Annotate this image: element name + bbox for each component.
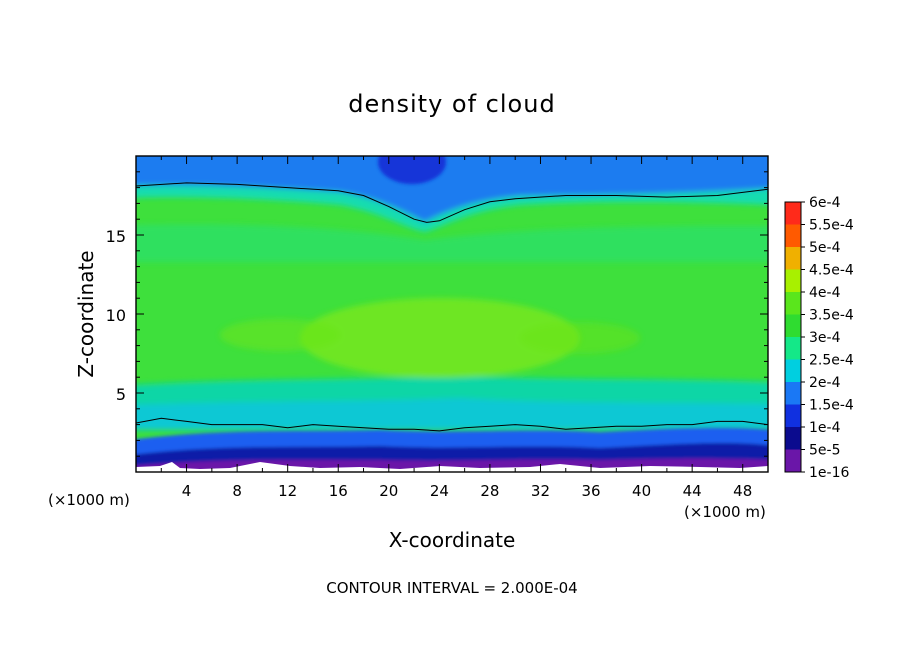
field-core-light xyxy=(300,298,580,378)
x-tick-label: 32 xyxy=(531,482,550,500)
colorbar-label: 6e-4 xyxy=(809,195,841,211)
x-tick-label: 40 xyxy=(632,482,651,500)
colorbar-label: 4.5e-4 xyxy=(809,263,854,279)
colorbar-label: 5e-4 xyxy=(809,240,841,256)
x-axis-title: X-coordinate xyxy=(389,528,516,552)
x-tick-label: 8 xyxy=(232,482,242,500)
x-tick-label: 36 xyxy=(581,482,600,500)
colorbar-swatch xyxy=(785,382,801,405)
x-tick-label: 48 xyxy=(733,482,752,500)
x-tick-label: 12 xyxy=(278,482,297,500)
colorbar-swatch xyxy=(785,337,801,360)
colorbar-swatch xyxy=(785,404,801,427)
field-core-left xyxy=(220,319,340,351)
colorbar-label: 3.5e-4 xyxy=(809,308,854,324)
x-unit-label-right: (×1000 m) xyxy=(684,503,766,521)
x-tick-label: 24 xyxy=(430,482,449,500)
contour-interval-note: CONTOUR INTERVAL = 2.000E-04 xyxy=(326,579,577,597)
field-bottom-gaps xyxy=(136,462,768,472)
x-tick-label: 44 xyxy=(683,482,702,500)
colorbar-label: 4e-4 xyxy=(809,285,841,301)
colorbar-label: 1e-16 xyxy=(809,465,849,481)
colorbar-label: 1e-4 xyxy=(809,420,841,436)
chart-title: density of cloud xyxy=(348,90,555,118)
field-core-right xyxy=(520,322,640,354)
field-top-darkblue xyxy=(378,156,446,184)
x-unit-label-left: (×1000 m) xyxy=(48,491,130,509)
colorbar-label: 1.5e-4 xyxy=(809,398,854,414)
colorbar-label: 2e-4 xyxy=(809,375,841,391)
colorbar-label: 3e-4 xyxy=(809,330,841,346)
colorbar-label: 5e-5 xyxy=(809,443,840,459)
field-band-lower-teal xyxy=(136,398,768,430)
x-tick-label: 20 xyxy=(379,482,398,500)
colorbar-swatch xyxy=(785,292,801,315)
contour-line-2 xyxy=(136,417,768,432)
colorbar-swatch xyxy=(785,202,801,225)
colorbar: 1e-16 5e-5 1e-4 1.5e-4 2e-4 2.5e-4 3e-4 3.5e-4 4… xyxy=(784,195,854,481)
colorbar-swatch xyxy=(785,449,801,472)
colorbar-swatch xyxy=(785,427,801,450)
field-band-top-blue xyxy=(136,156,768,222)
x-tick-label: 4 xyxy=(182,482,192,500)
colorbar-swatch xyxy=(785,314,801,337)
x-axis: 4 8 12 16 20 24 28 32 36 40 44 48 xyxy=(160,156,752,500)
colorbar-swatch xyxy=(785,247,801,270)
contour-line-1 xyxy=(136,182,768,223)
colorbar-label: 2.5e-4 xyxy=(809,353,854,369)
y-tick-label: 15 xyxy=(106,227,126,246)
colorbar-swatch xyxy=(785,359,801,382)
x-tick-label: 28 xyxy=(480,482,499,500)
contour-lines xyxy=(136,182,768,432)
colorbar-swatch xyxy=(785,224,801,247)
plot-area xyxy=(136,156,768,472)
colorbar-swatch xyxy=(785,269,801,292)
y-tick-label: 5 xyxy=(116,385,126,404)
y-axis-title: Z-coordinate xyxy=(74,250,98,377)
x-tick-label: 16 xyxy=(329,482,348,500)
y-axis: 5 10 15 xyxy=(106,171,768,457)
field-band-upper-green xyxy=(136,224,768,262)
colorbar-label: 5.5e-4 xyxy=(809,218,854,234)
y-tick-label: 10 xyxy=(106,306,126,325)
